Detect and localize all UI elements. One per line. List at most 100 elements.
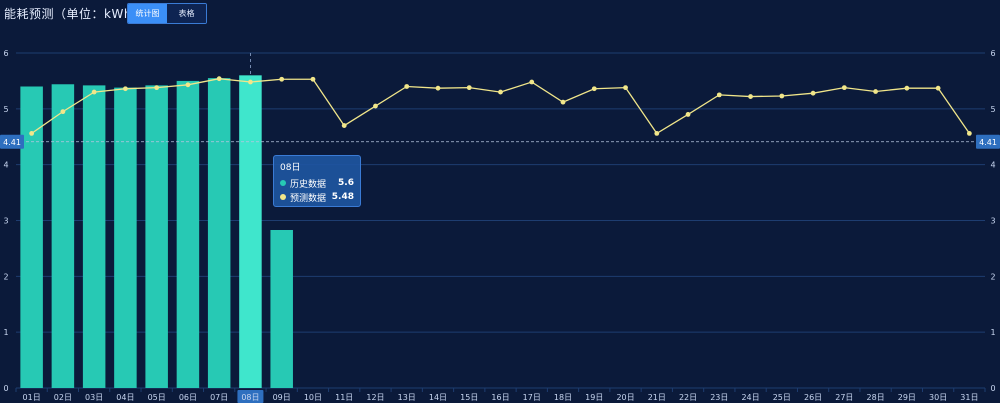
forecast-point: [29, 131, 35, 136]
x-tick-label: 01日: [23, 393, 41, 402]
view-toggle: 统计图 表格: [127, 3, 207, 24]
x-tick-label: 07日: [210, 393, 228, 402]
forecast-point: [966, 131, 972, 136]
bar-history: [20, 86, 43, 388]
forecast-point: [248, 79, 253, 85]
y-tick-label-right: 0: [990, 384, 995, 393]
forecast-point: [216, 76, 222, 82]
x-tick-label: 22日: [679, 393, 697, 402]
markline-label-left: 4.41: [3, 138, 21, 147]
forecast-point: [904, 85, 910, 91]
bar-history: [114, 87, 137, 388]
x-tick-label: 03日: [85, 393, 103, 402]
forecast-point: [810, 90, 816, 96]
bar-history: [270, 229, 293, 388]
tooltip-forecast-name: 预测数据: [290, 193, 327, 204]
x-tick-label: 06日: [179, 393, 197, 402]
y-tick-label-left: 0: [3, 384, 8, 393]
tooltip-history-name: 历史数据: [290, 179, 327, 190]
y-tick-label-right: 4: [990, 161, 995, 170]
forecast-point: [373, 103, 378, 109]
markline-label-right: 4.41: [979, 138, 997, 147]
bar-history: [51, 84, 75, 389]
x-tick-label: 04日: [116, 393, 134, 402]
forecast-point: [498, 89, 503, 95]
forecast-point: [841, 85, 847, 91]
forecast-point: [748, 94, 753, 99]
forecast-point: [529, 79, 535, 85]
y-tick-label-right: 1: [990, 328, 995, 337]
forecast-point: [716, 92, 722, 98]
x-tick-label: 18日: [554, 393, 572, 402]
x-label-highlight-bg: [237, 390, 264, 403]
tooltip-row-history: 历史数据 5.6: [280, 176, 354, 190]
forecast-point: [60, 109, 66, 115]
markline-label-bg-right: [976, 134, 1000, 149]
y-tick-label-left: 5: [3, 105, 8, 114]
x-tick-label: 09日: [273, 393, 291, 402]
chart-title: 能耗预测（单位：kWh）: [4, 7, 145, 21]
y-tick-label-right: 3: [990, 217, 995, 226]
bar-history: [207, 78, 231, 388]
forecast-point: [91, 89, 97, 95]
x-tick-label: 30日: [929, 393, 947, 402]
forecast-point: [435, 85, 441, 91]
bar-history: [145, 85, 168, 388]
x-tick-label: 24日: [741, 393, 759, 402]
x-tick-label: 17日: [523, 393, 541, 402]
y-tick-label-left: 4: [3, 161, 8, 170]
x-tick-label: 27日: [835, 393, 853, 402]
history-dot-icon: [280, 180, 286, 186]
x-tick-label: 16日: [491, 393, 509, 402]
x-tick-label: 08日: [241, 393, 259, 402]
y-tick-label-left: 1: [3, 328, 8, 337]
x-tick-label: 28日: [867, 393, 885, 402]
forecast-point: [685, 112, 691, 117]
forecast-dot-icon: [280, 194, 286, 200]
forecast-point: [310, 76, 316, 82]
forecast-point: [873, 89, 878, 94]
markline-label-bg-left: [0, 134, 24, 149]
x-tick-label: 12日: [366, 393, 384, 402]
x-tick-label: 19日: [585, 393, 603, 402]
x-tick-label: 25日: [773, 393, 791, 402]
x-tick-label: 02日: [54, 393, 72, 402]
x-tick-label: 26日: [804, 393, 822, 402]
forecast-point: [935, 85, 941, 91]
tooltip-history-value: 5.6: [338, 178, 354, 188]
x-tick-label: 21日: [648, 393, 666, 402]
tooltip-row-forecast: 预测数据 5.48: [280, 190, 354, 204]
chart-tooltip: 08日 历史数据 5.6 预测数据 5.48: [273, 155, 361, 207]
x-tick-label: 14日: [429, 393, 447, 402]
x-tick-label: 31日: [960, 393, 978, 402]
forecast-point: [404, 84, 410, 89]
x-tick-label: 20日: [616, 393, 634, 402]
y-tick-label-left: 2: [3, 272, 8, 281]
bar-history: [176, 80, 200, 389]
x-tick-label: 13日: [398, 393, 416, 402]
x-tick-label: 23日: [710, 393, 728, 402]
forecast-point: [279, 76, 285, 82]
bar-history: [239, 75, 262, 388]
tooltip-category: 08日: [280, 163, 301, 173]
chart-view-button[interactable]: 统计图: [128, 4, 167, 23]
y-tick-label-right: 6: [990, 49, 995, 58]
forecast-point: [466, 85, 472, 91]
y-tick-label-right: 5: [990, 105, 995, 114]
x-tick-label: 29日: [898, 393, 916, 402]
forecast-point: [560, 99, 566, 105]
forecast-point: [341, 123, 347, 128]
x-tick-label: 05日: [148, 393, 166, 402]
x-tick-label: 15日: [460, 393, 478, 402]
tooltip-forecast-value: 5.48: [331, 192, 354, 202]
table-view-button[interactable]: 表格: [167, 4, 206, 23]
forecast-point: [654, 131, 660, 136]
y-tick-label-left: 6: [3, 49, 8, 58]
y-tick-label-right: 2: [990, 272, 995, 281]
x-tick-label: 11日: [335, 393, 353, 402]
forecast-point: [779, 93, 785, 99]
x-tick-label: 10日: [304, 393, 322, 402]
forecast-point: [123, 86, 128, 92]
bar-history: [82, 85, 106, 388]
forecast-point: [185, 82, 191, 88]
